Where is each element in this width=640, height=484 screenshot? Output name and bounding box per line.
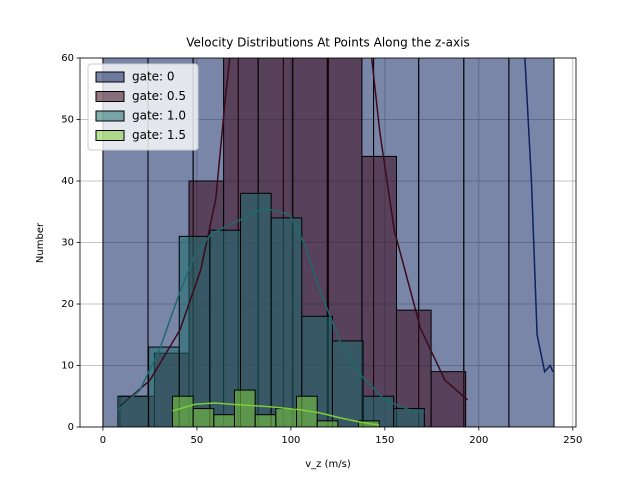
kde-line	[172, 402, 380, 426]
histogram-bar	[270, 217, 303, 427]
histogram-bar	[275, 408, 298, 427]
y-tick-label: 30	[61, 238, 74, 249]
y-tick-label: 50	[61, 115, 74, 126]
histogram-bar	[508, 58, 555, 427]
y-tick-label: 40	[61, 176, 74, 187]
chart-title: Velocity Distributions At Points Along t…	[186, 36, 469, 50]
legend-label: gate: 1.5	[132, 128, 186, 142]
x-tick-label: 100	[281, 435, 300, 446]
x-tick-label: 250	[563, 435, 582, 446]
histogram-bar	[240, 192, 272, 427]
histogram-bar	[316, 420, 339, 427]
histogram-bar	[296, 395, 318, 427]
kde-line	[119, 58, 469, 408]
histogram-bar	[233, 389, 256, 427]
histogram-bar	[361, 155, 398, 427]
x-tick-label: 50	[191, 435, 204, 446]
x-tick-label: 0	[100, 435, 106, 446]
marks	[102, 58, 555, 427]
legend-label: gate: 1.0	[132, 109, 186, 123]
kde-line	[117, 207, 425, 413]
legend-swatch	[95, 110, 125, 122]
y-tick-label: 10	[61, 361, 74, 372]
histogram-bar	[213, 414, 235, 427]
histogram-bar	[463, 58, 510, 427]
y-axis-label: Number	[35, 222, 46, 263]
legend-label: gate: 0	[132, 70, 175, 84]
x-tick-label: 200	[469, 435, 488, 446]
legend-swatch	[95, 91, 125, 102]
histogram-bar	[117, 395, 150, 427]
histogram-bar	[254, 414, 277, 427]
y-tick-label: 0	[68, 422, 74, 433]
legend-frame	[87, 63, 199, 151]
legend: gate: 0 gate: 0.5 gate: 1.0 gate: 1.5	[87, 63, 199, 151]
legend-swatch	[95, 71, 125, 83]
histogram-bar	[430, 371, 467, 427]
axes: 0 50 100 150 200 250 0 10 20 30 40 50 60	[61, 53, 582, 446]
y-tick-label: 20	[61, 299, 74, 310]
legend-swatch	[95, 130, 125, 141]
legend-label: gate: 0.5	[132, 89, 186, 103]
histogram-bar	[192, 408, 215, 427]
x-tick-label: 150	[375, 435, 394, 446]
y-tick-label: 60	[61, 53, 74, 64]
kde-line	[524, 58, 554, 374]
histogram-bar	[171, 395, 194, 427]
x-axis-label: v_z (m/s)	[305, 459, 351, 470]
